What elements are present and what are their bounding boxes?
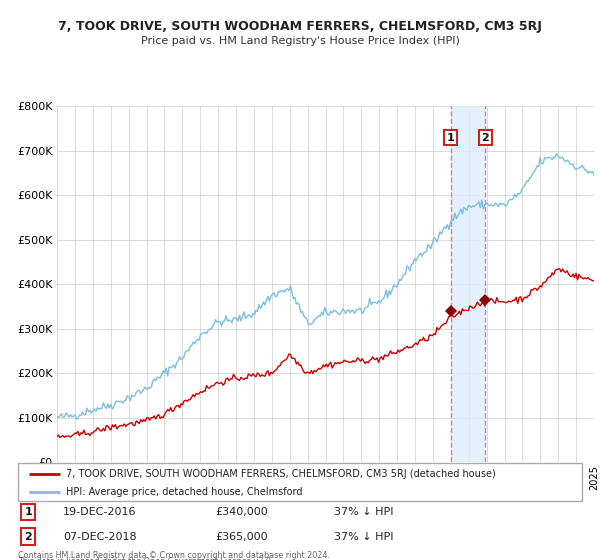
Text: Contains HM Land Registry data © Crown copyright and database right 2024.: Contains HM Land Registry data © Crown c… bbox=[18, 551, 330, 560]
Text: 1: 1 bbox=[24, 507, 32, 517]
Text: 7, TOOK DRIVE, SOUTH WOODHAM FERRERS, CHELMSFORD, CM3 5RJ: 7, TOOK DRIVE, SOUTH WOODHAM FERRERS, CH… bbox=[58, 20, 542, 32]
Text: £340,000: £340,000 bbox=[215, 507, 268, 517]
Text: 37% ↓ HPI: 37% ↓ HPI bbox=[334, 507, 394, 517]
Text: 1: 1 bbox=[447, 133, 455, 142]
Text: 2: 2 bbox=[24, 531, 32, 542]
Text: 19-DEC-2016: 19-DEC-2016 bbox=[63, 507, 137, 517]
FancyBboxPatch shape bbox=[18, 463, 582, 501]
Text: HPI: Average price, detached house, Chelmsford: HPI: Average price, detached house, Chel… bbox=[66, 487, 302, 497]
Text: £365,000: £365,000 bbox=[215, 531, 268, 542]
Text: 2: 2 bbox=[481, 133, 489, 142]
Text: 07-DEC-2018: 07-DEC-2018 bbox=[63, 531, 137, 542]
Text: 7, TOOK DRIVE, SOUTH WOODHAM FERRERS, CHELMSFORD, CM3 5RJ (detached house): 7, TOOK DRIVE, SOUTH WOODHAM FERRERS, CH… bbox=[66, 469, 496, 479]
Text: 37% ↓ HPI: 37% ↓ HPI bbox=[334, 531, 394, 542]
Bar bbox=[451, 106, 485, 462]
Text: This data is licensed under the Open Government Licence v3.0.: This data is licensed under the Open Gov… bbox=[18, 557, 274, 560]
Text: Price paid vs. HM Land Registry's House Price Index (HPI): Price paid vs. HM Land Registry's House … bbox=[140, 36, 460, 46]
